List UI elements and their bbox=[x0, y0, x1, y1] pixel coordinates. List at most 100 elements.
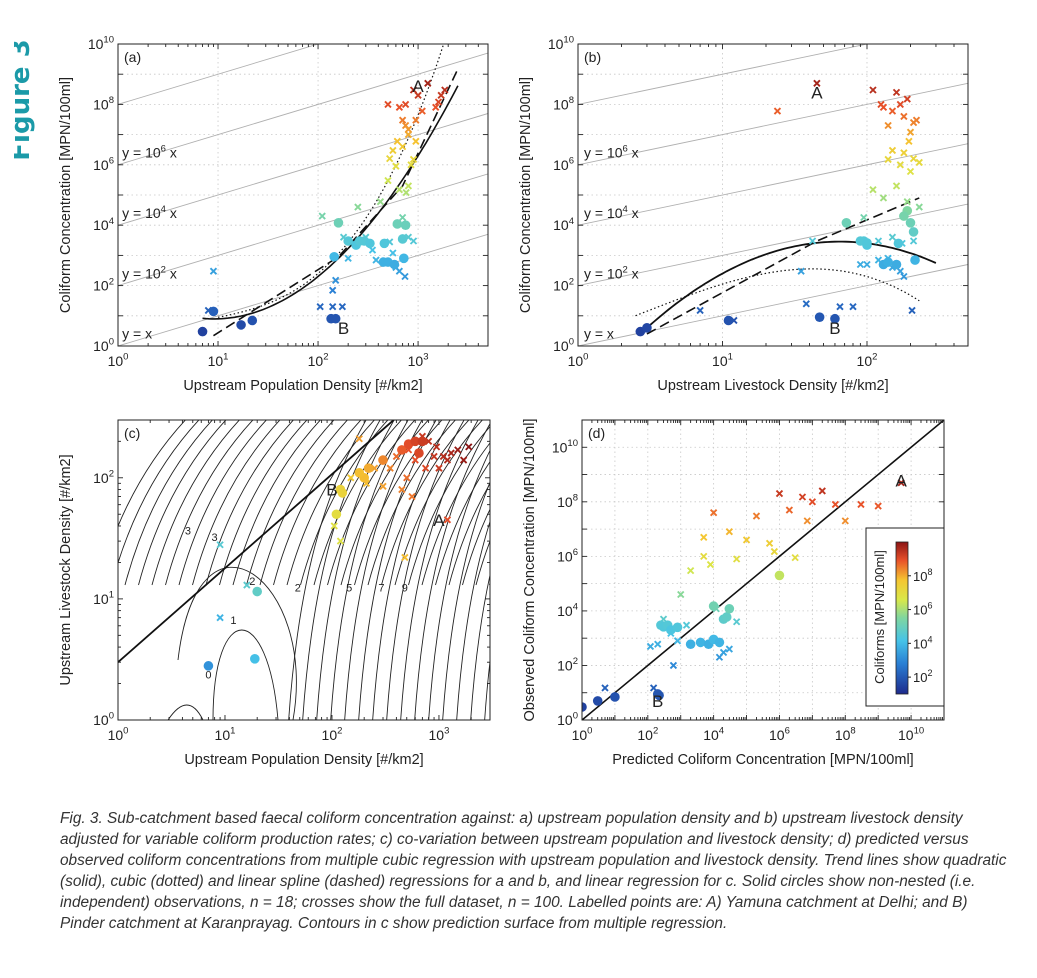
data-cross bbox=[863, 260, 871, 269]
contour-line bbox=[313, 420, 403, 586]
panel-d: 100 102 104 106 108 1010 100 102 104 106 108 1010 Pr… bbox=[522, 418, 945, 768]
contour-label: 0 bbox=[205, 670, 211, 682]
data-cross bbox=[808, 498, 817, 506]
reference-line-label: y = x bbox=[122, 326, 152, 342]
data-circle bbox=[910, 255, 920, 265]
data-cross bbox=[896, 267, 904, 275]
data-cross bbox=[732, 555, 741, 563]
x-tick-label: 103 bbox=[408, 352, 429, 369]
data-cross bbox=[209, 267, 218, 275]
data-circle bbox=[708, 601, 719, 611]
data-circle bbox=[592, 696, 603, 706]
data-cross bbox=[908, 306, 916, 315]
data-cross bbox=[430, 452, 438, 461]
y-tick-label: 102 bbox=[553, 276, 574, 293]
x-axis-label: Upstream Population Density [#/km2] bbox=[184, 752, 423, 768]
data-circle bbox=[417, 436, 428, 447]
data-cross bbox=[441, 86, 449, 94]
data-cross bbox=[896, 100, 904, 109]
y-tick-label: 102 bbox=[557, 656, 578, 673]
reference-line bbox=[118, 113, 488, 226]
data-cross bbox=[418, 107, 426, 115]
x-tick-label: 100 bbox=[568, 352, 589, 369]
data-cross bbox=[654, 640, 662, 648]
data-cross bbox=[372, 256, 380, 264]
data-cross bbox=[742, 536, 751, 544]
contour-line bbox=[192, 420, 281, 586]
contour-label: 3 bbox=[185, 526, 191, 538]
reference-line-label: y = 104 x bbox=[122, 204, 177, 221]
contour-line bbox=[435, 461, 490, 586]
data-cross bbox=[836, 303, 844, 311]
data-cross bbox=[719, 648, 728, 657]
contour-line bbox=[124, 420, 214, 586]
reference-lines bbox=[118, 44, 488, 346]
reference-line bbox=[118, 52, 488, 166]
y-tick-label: 1010 bbox=[88, 35, 114, 52]
point-label: A bbox=[433, 511, 445, 530]
data-cross bbox=[752, 512, 761, 520]
x-tick-label: 104 bbox=[703, 726, 725, 743]
data-circle bbox=[642, 323, 652, 333]
data-cross bbox=[318, 212, 326, 220]
data-cross bbox=[673, 637, 682, 645]
data-circle bbox=[610, 692, 620, 702]
data-cross bbox=[392, 162, 400, 170]
y-tick-label: 108 bbox=[557, 493, 578, 510]
data-cross bbox=[407, 161, 415, 169]
data-circle bbox=[721, 612, 732, 622]
contour-line bbox=[302, 420, 381, 720]
axis-ticks bbox=[581, 419, 945, 721]
data-cross bbox=[696, 306, 704, 315]
y-tick-label: 100 bbox=[93, 337, 114, 354]
reference-line-label: y = 104 x bbox=[584, 204, 639, 221]
data-circle bbox=[343, 236, 353, 246]
contour-label: 1 bbox=[230, 615, 236, 627]
data-cross bbox=[897, 479, 905, 487]
data-cross bbox=[803, 517, 811, 525]
data-cross bbox=[401, 553, 409, 562]
x-tick-label: 100 bbox=[572, 726, 593, 743]
data-cross bbox=[831, 500, 840, 509]
contour-line bbox=[300, 420, 389, 586]
data-cross bbox=[386, 154, 394, 163]
data-circle bbox=[329, 251, 339, 262]
data-circle bbox=[414, 448, 424, 458]
data-cross bbox=[915, 203, 923, 211]
data-cross bbox=[354, 203, 362, 211]
trend-linear bbox=[118, 420, 396, 663]
data-cross bbox=[384, 100, 392, 109]
contour-line bbox=[286, 420, 376, 586]
y-tick-label: 102 bbox=[93, 276, 114, 293]
contour-line bbox=[484, 657, 490, 720]
y-tick-label: 108 bbox=[553, 95, 574, 112]
y-tick-label: 102 bbox=[93, 468, 114, 485]
colorbar-tick-label: 108 bbox=[913, 567, 932, 584]
contour-line bbox=[456, 520, 490, 720]
point-label: B bbox=[338, 319, 349, 338]
data-cross bbox=[336, 537, 345, 545]
data-cross bbox=[857, 500, 865, 509]
plot-content bbox=[118, 420, 490, 720]
data-cross bbox=[869, 186, 877, 194]
data-cross bbox=[884, 121, 892, 130]
reference-line-label: y = 106 x bbox=[122, 144, 177, 161]
contour-label: 2 bbox=[249, 576, 255, 588]
contour-line bbox=[358, 420, 437, 720]
data-cross bbox=[646, 642, 655, 651]
data-circle bbox=[841, 218, 852, 228]
data-cross bbox=[906, 128, 915, 136]
data-cross bbox=[896, 161, 904, 169]
contour-line bbox=[394, 420, 484, 586]
trend-cubic bbox=[635, 268, 920, 317]
data-cross bbox=[376, 198, 385, 206]
data-cross bbox=[412, 137, 420, 145]
data-cross bbox=[601, 684, 609, 692]
reference-line-label: y = 102 x bbox=[584, 264, 639, 281]
x-tick-label: 102 bbox=[637, 726, 658, 743]
data-circle bbox=[333, 218, 344, 228]
contour-lines bbox=[118, 420, 490, 720]
figure-plots: 100 101 102 1031001021041061081010Upstream … bbox=[58, 35, 969, 768]
data-circle bbox=[714, 637, 725, 648]
